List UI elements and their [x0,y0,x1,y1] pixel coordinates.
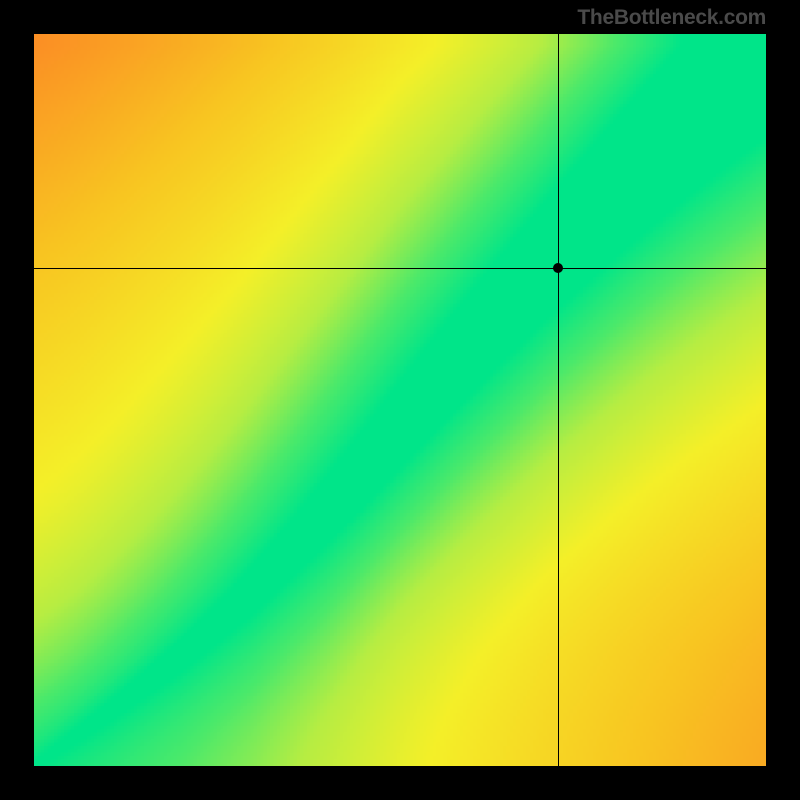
crosshair-marker[interactable] [553,263,563,273]
watermark-text: TheBottleneck.com [577,6,766,30]
plot-area [34,34,766,766]
bottleneck-heatmap [34,34,766,766]
chart-frame: TheBottleneck.com [0,0,800,800]
crosshair-horizontal [34,268,766,269]
crosshair-vertical [558,34,559,766]
